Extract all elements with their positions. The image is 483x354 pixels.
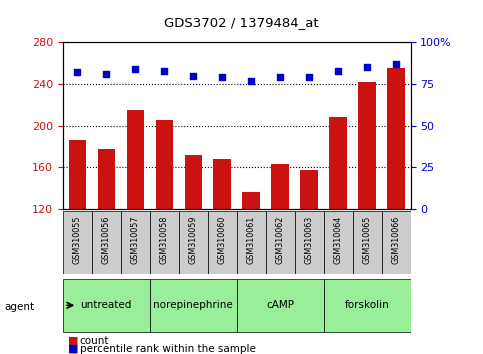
Point bbox=[131, 66, 139, 72]
Bar bbox=[324, 211, 353, 274]
Text: ■: ■ bbox=[68, 344, 78, 354]
Text: GSM310063: GSM310063 bbox=[305, 216, 313, 264]
Bar bbox=[300, 170, 318, 209]
Text: GSM310060: GSM310060 bbox=[218, 216, 227, 264]
Bar bbox=[353, 211, 382, 274]
Text: norepinephrine: norepinephrine bbox=[153, 300, 233, 310]
Text: GSM310056: GSM310056 bbox=[102, 216, 111, 264]
Text: count: count bbox=[80, 336, 109, 346]
Bar bbox=[63, 279, 150, 332]
Bar bbox=[185, 155, 202, 209]
Point bbox=[363, 64, 371, 70]
Point bbox=[102, 71, 110, 77]
Text: GSM310064: GSM310064 bbox=[334, 216, 342, 264]
Bar bbox=[150, 211, 179, 274]
Text: GSM310061: GSM310061 bbox=[247, 216, 256, 264]
Bar bbox=[121, 211, 150, 274]
Bar bbox=[127, 110, 144, 209]
Bar bbox=[266, 211, 295, 274]
Bar bbox=[63, 211, 92, 274]
Bar bbox=[329, 118, 347, 209]
Text: GSM310059: GSM310059 bbox=[189, 216, 198, 264]
Text: GDS3702 / 1379484_at: GDS3702 / 1379484_at bbox=[164, 16, 319, 29]
Bar bbox=[156, 120, 173, 209]
Bar bbox=[237, 211, 266, 274]
Text: GSM310055: GSM310055 bbox=[73, 216, 82, 264]
Text: GSM310057: GSM310057 bbox=[131, 216, 140, 264]
Bar bbox=[92, 211, 121, 274]
Bar bbox=[237, 279, 324, 332]
Text: cAMP: cAMP bbox=[266, 300, 294, 310]
Text: untreated: untreated bbox=[81, 300, 132, 310]
Point bbox=[276, 75, 284, 80]
Point bbox=[73, 70, 81, 75]
Point bbox=[160, 68, 168, 74]
Point bbox=[189, 73, 197, 79]
Point bbox=[392, 61, 400, 67]
Text: GSM310065: GSM310065 bbox=[363, 216, 371, 264]
Text: GSM310062: GSM310062 bbox=[276, 216, 284, 264]
Text: GSM310058: GSM310058 bbox=[160, 216, 169, 264]
Bar bbox=[213, 159, 231, 209]
Bar bbox=[382, 211, 411, 274]
Point bbox=[218, 75, 226, 80]
Text: GSM310066: GSM310066 bbox=[392, 216, 400, 264]
Bar bbox=[150, 279, 237, 332]
Bar bbox=[271, 164, 289, 209]
Point bbox=[334, 68, 342, 74]
Text: ■: ■ bbox=[68, 336, 78, 346]
Bar bbox=[242, 192, 260, 209]
Bar bbox=[387, 68, 405, 209]
Bar bbox=[324, 279, 411, 332]
Point bbox=[305, 75, 313, 80]
Text: agent: agent bbox=[5, 302, 35, 312]
Bar bbox=[208, 211, 237, 274]
Bar bbox=[358, 82, 376, 209]
Bar bbox=[179, 211, 208, 274]
Text: forskolin: forskolin bbox=[345, 300, 389, 310]
Bar bbox=[98, 149, 115, 209]
Point bbox=[247, 78, 255, 84]
Bar bbox=[295, 211, 324, 274]
Bar bbox=[69, 140, 86, 209]
Text: percentile rank within the sample: percentile rank within the sample bbox=[80, 344, 256, 354]
